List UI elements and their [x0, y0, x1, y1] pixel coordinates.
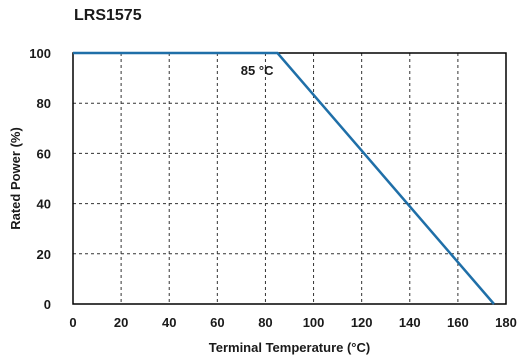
x-tick-label-80: 80	[258, 315, 272, 330]
x-tick-label-40: 40	[162, 315, 176, 330]
y-tick-labels: 0 20 40 60 80 100	[29, 46, 51, 312]
x-tick-label-60: 60	[210, 315, 224, 330]
x-axis-label: Terminal Temperature (°C)	[209, 340, 370, 355]
y-tick-label-40: 40	[37, 197, 51, 212]
y-tick-label-100: 100	[29, 46, 51, 61]
x-tick-label-160: 160	[447, 315, 469, 330]
x-tick-labels: 0 20 40 60 80 100 120 140 160 180	[69, 315, 516, 330]
grid-lines	[73, 53, 506, 304]
annotation-label: 85 °C	[241, 63, 274, 78]
x-tick-label-20: 20	[114, 315, 128, 330]
y-tick-label-20: 20	[37, 247, 51, 262]
x-tick-label-0: 0	[69, 315, 76, 330]
y-tick-label-0: 0	[44, 297, 51, 312]
x-tick-label-140: 140	[399, 315, 421, 330]
x-tick-label-180: 180	[495, 315, 517, 330]
y-tick-label-60: 60	[37, 146, 51, 161]
plot-frame	[72, 52, 507, 305]
annotations: 85 °C	[241, 63, 274, 78]
chart-title: LRS1575	[74, 7, 142, 24]
y-tick-label-80: 80	[37, 96, 51, 111]
y-axis-label: Rated Power (%)	[8, 127, 23, 230]
x-tick-label-120: 120	[351, 315, 373, 330]
series-group	[72, 51, 495, 305]
x-tick-label-100: 100	[303, 315, 325, 330]
series-line-0	[73, 51, 495, 305]
